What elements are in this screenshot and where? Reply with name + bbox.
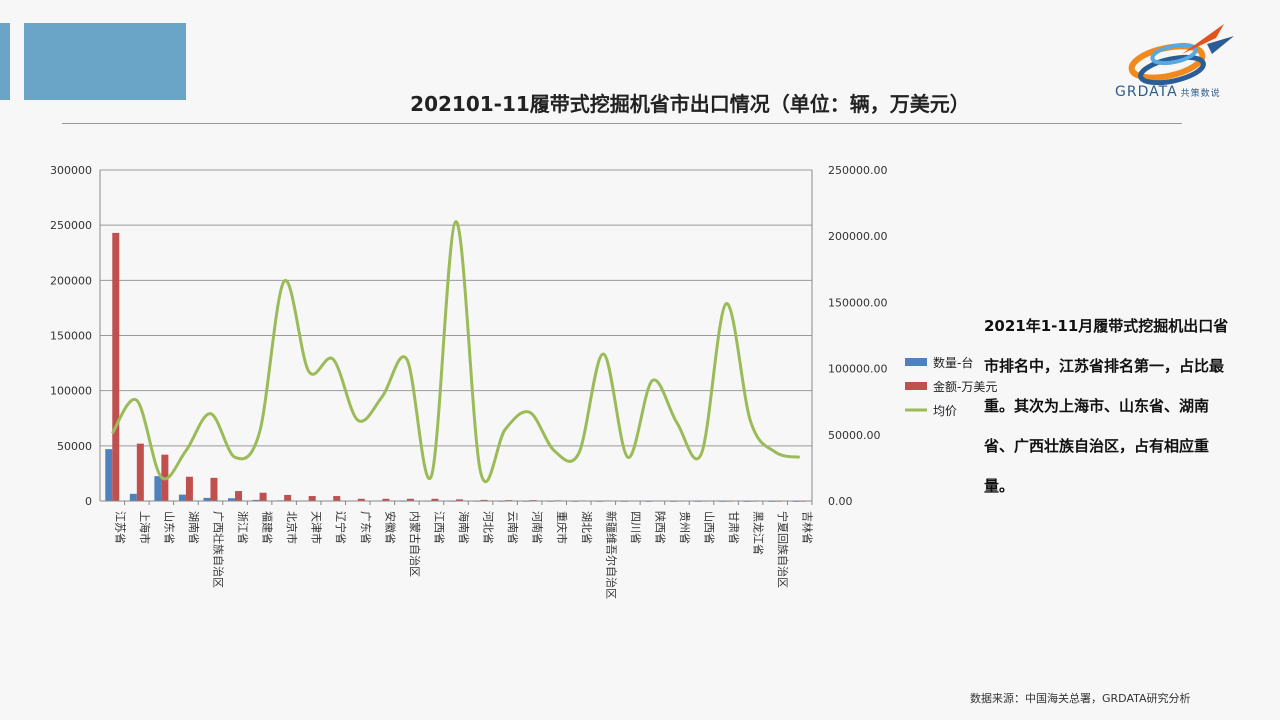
y-left-tick-label: 200000 (50, 274, 92, 287)
x-category-label: 四川省 (629, 511, 642, 544)
legend-swatch-amount (905, 382, 927, 390)
bar-quantity (105, 449, 113, 501)
legend-swatch-quantity (905, 358, 927, 366)
accent-bar-large (24, 23, 186, 100)
x-category-label: 广东省 (359, 511, 372, 544)
x-category-label: 江苏省 (113, 511, 126, 544)
x-category-label: 山东省 (162, 511, 175, 544)
data-source-note: 数据来源：中国海关总署，GRDATA研究分析 (970, 692, 1191, 705)
bar-amount (259, 492, 267, 501)
x-category-label: 河南省 (531, 511, 544, 544)
legend-label-amount: 金额-万美元 (933, 379, 997, 394)
grdata-logo (1128, 24, 1234, 86)
x-category-label: 海南省 (457, 511, 471, 544)
x-category-label: 广西壮族自治区 (211, 511, 225, 588)
y-left-tick-label: 150000 (50, 330, 92, 343)
bar-amount (382, 498, 390, 501)
legend-label-quantity: 数量-台 (933, 355, 973, 370)
x-category-label: 内蒙古自治区 (408, 511, 422, 577)
title-divider (62, 123, 1182, 124)
bar-amount (333, 496, 341, 501)
y-left-tick-label: 300000 (50, 164, 92, 177)
bar-amount (185, 476, 193, 501)
chart-title: 202101-11履带式挖掘机省市出口情况（单位：辆，万美元） (410, 92, 970, 116)
x-category-label: 云南省 (506, 511, 519, 544)
bar-amount (210, 477, 218, 501)
x-category-label: 福建省 (261, 511, 275, 544)
bar-amount (284, 494, 292, 501)
bar-quantity (252, 499, 260, 501)
x-category-label: 山西省 (703, 511, 716, 544)
bar-amount (235, 491, 243, 501)
x-category-label: 陕西省 (653, 511, 667, 544)
x-category-label: 重庆市 (555, 511, 569, 544)
x-category-label: 湖南省 (187, 511, 200, 544)
y-left-tick-label: 50000 (57, 440, 92, 453)
x-category-label: 北京市 (285, 511, 299, 544)
bar-amount (431, 498, 439, 501)
bar-amount (357, 498, 365, 501)
bar-amount (136, 443, 144, 501)
x-category-label: 湖北省 (580, 511, 593, 544)
y-left-tick-label: 100000 (50, 385, 92, 398)
x-category-label: 新疆维吾尔自治区 (604, 511, 618, 599)
summary-text: 2021年1-11月履带式挖掘机出口省市排名中，江苏省排名第一，占比最重。其次为… (984, 317, 1229, 495)
bar-amount (406, 498, 414, 501)
x-category-label: 宁夏回族自治区 (776, 511, 790, 588)
y-right-tick-label: 100000.00 (828, 363, 888, 376)
x-category-label: 吉林省 (801, 511, 815, 544)
y-left-tick-label: 0 (85, 495, 92, 508)
x-category-label: 上海市 (138, 511, 152, 544)
x-category-label: 河北省 (482, 511, 495, 544)
x-category-label: 辽宁省 (334, 511, 348, 544)
y-left-tick-label: 250000 (50, 219, 92, 232)
y-right-tick-label: 150000.00 (828, 296, 888, 309)
bar-amount (112, 232, 120, 501)
x-category-label: 安徽省 (383, 511, 397, 544)
x-category-label: 浙江省 (236, 511, 249, 544)
bar-amount (456, 499, 463, 501)
bar-quantity (154, 476, 162, 501)
line-avg-price (110, 220, 801, 484)
x-category-label: 天津市 (310, 511, 324, 544)
accent-bar-small (0, 23, 10, 100)
x-category-label: 贵州省 (678, 511, 691, 544)
logo-text: GRDATA 共策数说 (1115, 84, 1221, 100)
bar-amount (480, 499, 488, 501)
x-category-label: 黑龙江省 (752, 511, 765, 555)
bar-amount (308, 496, 316, 501)
bar-quantity (129, 493, 137, 501)
y-right-tick-label: 250000.00 (828, 164, 888, 177)
x-category-label: 江西省 (432, 511, 445, 544)
bar-quantity (203, 497, 211, 501)
y-right-tick-label: 200000.00 (828, 230, 888, 243)
y-right-tick-label: 50000.00 (828, 429, 881, 442)
y-right-tick-label: 0.00 (828, 495, 853, 508)
bar-quantity (228, 498, 236, 501)
legend-label-avg-price: 均价 (933, 404, 957, 418)
bar-quantity (178, 494, 186, 501)
x-category-label: 甘肃省 (727, 511, 740, 544)
